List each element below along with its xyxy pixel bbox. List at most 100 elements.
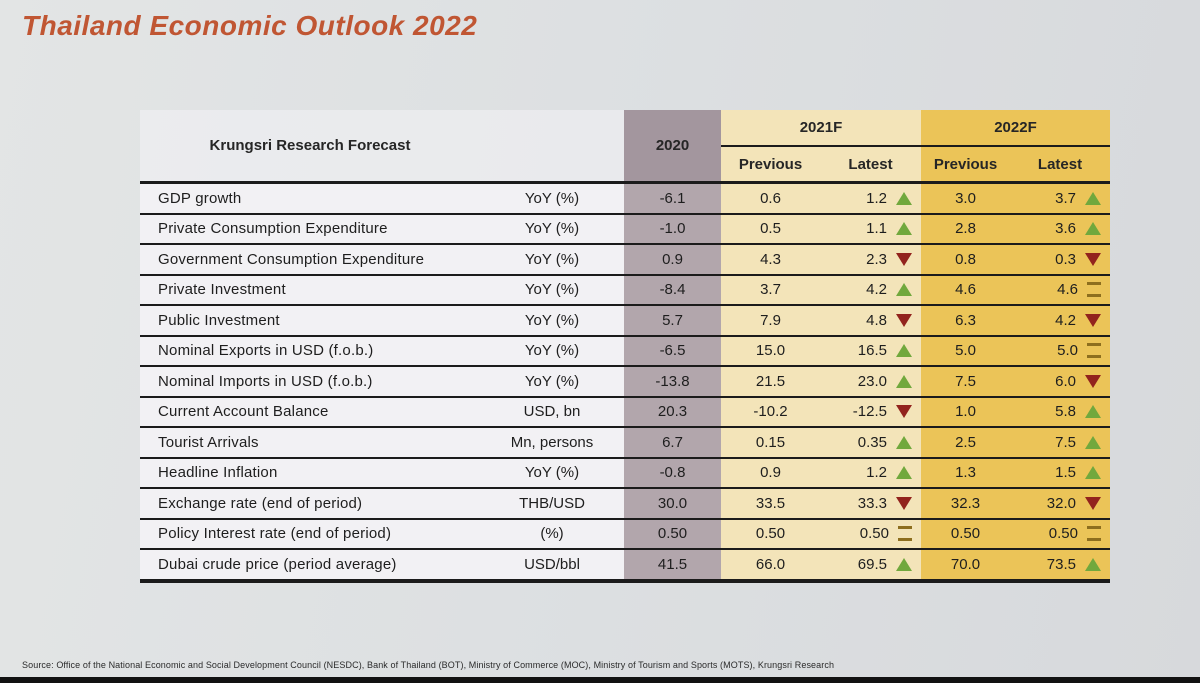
- value-2020: -6.1: [624, 184, 721, 213]
- cell-2021-latest: 0.35: [820, 428, 921, 457]
- value-2022-previous: 70.0: [921, 550, 1010, 579]
- value-2021-latest: 1.1: [866, 220, 887, 238]
- indicator-unit: YoY (%): [480, 245, 624, 274]
- cell-2021-latest: 0.50: [820, 519, 921, 548]
- indicator-unit: YoY (%): [480, 306, 624, 335]
- table-row: Nominal Imports in USD (f.o.b.) YoY (%) …: [140, 365, 1110, 396]
- value-2021-previous: 3.7: [721, 275, 820, 304]
- bottom-bar: [0, 677, 1200, 683]
- value-2022-latest: 32.0: [1046, 494, 1076, 512]
- value-2022-latest: 5.8: [1055, 403, 1076, 421]
- value-2021-latest: 16.5: [857, 342, 887, 360]
- cell-2022-latest: 4.2: [1010, 306, 1110, 335]
- trend-up-icon: [896, 222, 912, 236]
- trend-up-icon: [1085, 405, 1101, 419]
- value-2022-latest: 0.3: [1055, 250, 1076, 268]
- value-2020: -8.4: [624, 275, 721, 304]
- subheader-2022-latest: Latest: [1010, 147, 1110, 181]
- cell-2021-latest: 4.8: [820, 306, 921, 335]
- value-2021-previous: 0.9: [721, 458, 820, 487]
- cell-2022-latest: 7.5: [1010, 428, 1110, 457]
- cell-2022-latest: 0.50: [1010, 519, 1110, 548]
- value-2020: 6.7: [624, 428, 721, 457]
- cell-2022-latest: 0.3: [1010, 245, 1110, 274]
- trend-down-icon: [1085, 374, 1101, 388]
- value-2021-latest: 4.8: [866, 311, 887, 329]
- indicator-name: Exchange rate (end of period): [140, 489, 480, 518]
- indicator-name: Private Investment: [140, 275, 480, 304]
- value-2022-latest: 73.5: [1046, 555, 1076, 573]
- indicator-name: Dubai crude price (period average): [140, 550, 480, 579]
- value-2022-previous: 32.3: [921, 489, 1010, 518]
- value-2021-previous: 0.50: [721, 519, 820, 548]
- table-row: Policy Interest rate (end of period) (%)…: [140, 517, 1110, 548]
- value-2020: 20.3: [624, 397, 721, 426]
- value-2020: -0.8: [624, 458, 721, 487]
- value-2021-latest: 0.50: [859, 525, 889, 543]
- cell-2021-latest: 1.1: [820, 214, 921, 243]
- cell-2022-latest: 1.5: [1010, 458, 1110, 487]
- value-2021-previous: 0.5: [721, 214, 820, 243]
- value-2022-previous: 2.5: [921, 428, 1010, 457]
- cell-2021-latest: 1.2: [820, 184, 921, 213]
- value-2020: 5.7: [624, 306, 721, 335]
- trend-up-icon: [1085, 466, 1101, 480]
- trend-flat-icon: [1087, 343, 1101, 359]
- cell-2022-latest: 73.5: [1010, 550, 1110, 579]
- trend-up-icon: [896, 557, 912, 571]
- subheader-2022-previous: Previous: [921, 147, 1010, 181]
- cell-2022-latest: 5.8: [1010, 397, 1110, 426]
- value-2021-previous: 66.0: [721, 550, 820, 579]
- trend-up-icon: [1085, 191, 1101, 205]
- trend-flat-icon: [1087, 282, 1101, 298]
- trend-up-icon: [896, 191, 912, 205]
- value-2020: 0.50: [624, 519, 721, 548]
- indicator-unit: USD, bn: [480, 397, 624, 426]
- table-row: Government Consumption Expenditure YoY (…: [140, 243, 1110, 274]
- indicator-name: Public Investment: [140, 306, 480, 335]
- indicator-unit: USD/bbl: [480, 550, 624, 579]
- value-2022-previous: 6.3: [921, 306, 1010, 335]
- value-2020: 41.5: [624, 550, 721, 579]
- value-2022-latest: 3.7: [1055, 189, 1076, 207]
- indicator-name: Government Consumption Expenditure: [140, 245, 480, 274]
- table-row: Exchange rate (end of period) THB/USD 30…: [140, 487, 1110, 518]
- cell-2021-latest: 23.0: [820, 367, 921, 396]
- value-2022-previous: 3.0: [921, 184, 1010, 213]
- table-row: Private Consumption Expenditure YoY (%) …: [140, 212, 1110, 243]
- cell-2021-latest: 69.5: [820, 550, 921, 579]
- cell-2021-latest: 33.3: [820, 489, 921, 518]
- value-2021-latest: 23.0: [857, 372, 887, 390]
- indicator-name: GDP growth: [140, 184, 480, 213]
- trend-down-icon: [1085, 313, 1101, 327]
- indicator-unit: (%): [480, 519, 624, 548]
- value-2022-previous: 5.0: [921, 336, 1010, 365]
- value-2021-latest: 1.2: [866, 464, 887, 482]
- trend-down-icon: [896, 405, 912, 419]
- trend-up-icon: [896, 283, 912, 297]
- cell-2021-latest: 1.2: [820, 458, 921, 487]
- value-2022-latest: 1.5: [1055, 464, 1076, 482]
- cell-2021-latest: 16.5: [820, 336, 921, 365]
- subheader-2021-latest: Latest: [820, 147, 921, 181]
- indicator-unit: YoY (%): [480, 336, 624, 365]
- value-2022-latest: 6.0: [1055, 372, 1076, 390]
- table-corner-cell: Krungsri Research Forecast: [140, 110, 624, 181]
- trend-up-icon: [896, 466, 912, 480]
- value-2021-previous: 15.0: [721, 336, 820, 365]
- cell-2022-latest: 3.7: [1010, 184, 1110, 213]
- trend-up-icon: [896, 435, 912, 449]
- value-2022-latest: 4.2: [1055, 311, 1076, 329]
- value-2022-previous: 1.0: [921, 397, 1010, 426]
- value-2021-previous: 0.15: [721, 428, 820, 457]
- indicator-name: Nominal Imports in USD (f.o.b.): [140, 367, 480, 396]
- indicator-unit: YoY (%): [480, 275, 624, 304]
- cell-2021-latest: 2.3: [820, 245, 921, 274]
- cell-2022-latest: 5.0: [1010, 336, 1110, 365]
- table-row: Nominal Exports in USD (f.o.b.) YoY (%) …: [140, 334, 1110, 365]
- table-row: Private Investment YoY (%) -8.4 3.7 4.2 …: [140, 273, 1110, 304]
- trend-flat-icon: [1087, 526, 1101, 542]
- table-body: GDP growth YoY (%) -6.1 0.6 1.2 3.0 3.7 …: [140, 181, 1110, 583]
- cell-2022-latest: 32.0: [1010, 489, 1110, 518]
- indicator-name: Current Account Balance: [140, 397, 480, 426]
